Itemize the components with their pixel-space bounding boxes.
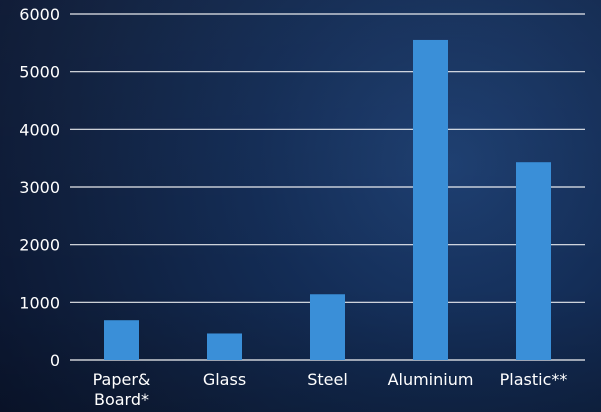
y-tick-label-0: 0: [50, 351, 60, 370]
y-tick-label-6000: 6000: [19, 5, 60, 24]
x-tick-label-line: Aluminium: [388, 370, 474, 389]
y-tick-label-3000: 3000: [19, 178, 60, 197]
x-tick-label-line: Paper&: [93, 370, 151, 389]
x-tick-label-line: Plastic**: [500, 370, 568, 389]
y-tick-label-2000: 2000: [19, 236, 60, 255]
x-tick-label-3: Steel: [307, 370, 348, 389]
bar-plastic: [516, 162, 551, 360]
bar-paper-board: [104, 320, 139, 360]
x-tick-label-5: Plastic**: [500, 370, 568, 389]
y-tick-label-5000: 5000: [19, 63, 60, 82]
y-tick-label-1000: 1000: [19, 293, 60, 312]
x-tick-label-2: Glass: [203, 370, 246, 389]
x-tick-label-4: Aluminium: [388, 370, 474, 389]
x-tick-label-line: Steel: [307, 370, 348, 389]
bar-aluminium: [413, 39, 448, 360]
bar-steel: [310, 294, 345, 360]
bar-glass: [207, 333, 242, 360]
x-tick-label-1: Paper& Board*: [93, 370, 151, 409]
x-tick-label-line: Glass: [203, 370, 246, 389]
y-tick-label-4000: 4000: [19, 120, 60, 139]
x-tick-label-line: Board*: [94, 390, 149, 409]
